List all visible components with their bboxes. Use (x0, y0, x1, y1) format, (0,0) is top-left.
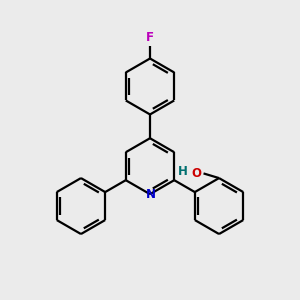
Text: O: O (191, 167, 201, 180)
Text: N: N (146, 188, 156, 201)
Text: F: F (146, 31, 154, 44)
Text: H: H (178, 166, 187, 178)
